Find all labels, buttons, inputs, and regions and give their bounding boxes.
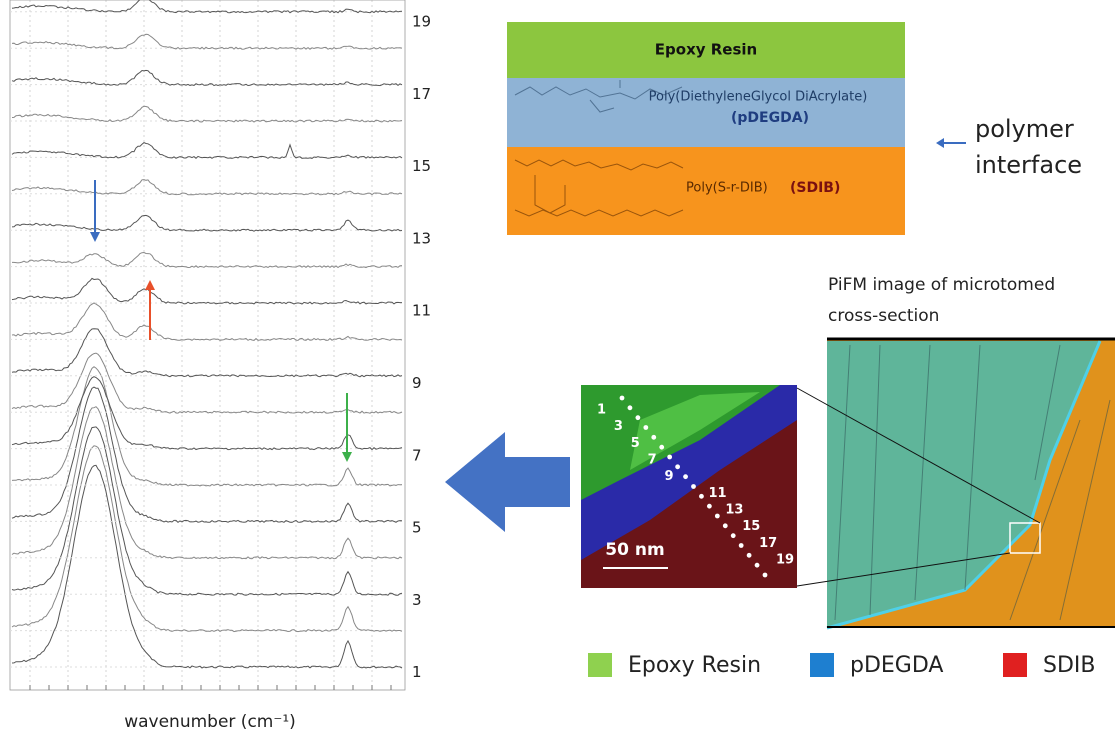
inset-point [628, 405, 633, 410]
trace-label: 19 [412, 13, 431, 31]
annotation-text: interface [975, 151, 1082, 179]
annotation-text: polymer [975, 115, 1074, 143]
inset-point-label: 15 [742, 519, 760, 534]
inset-point [731, 533, 736, 538]
inset-point [659, 445, 664, 450]
trace-label: 7 [412, 446, 422, 464]
inset-point-label: 9 [665, 469, 674, 484]
figure: 191715131197531 wavenumber (cm⁻¹) Epoxy … [0, 0, 1115, 736]
inset-point [635, 415, 640, 420]
inset-point [699, 494, 704, 499]
trace-label: 15 [412, 157, 431, 175]
pdegda-layer [507, 78, 905, 147]
inset-point-label: 5 [631, 436, 640, 451]
layer-label: (SDIB) [790, 180, 840, 196]
inset-point-label: 11 [708, 486, 726, 501]
pifm-caption: cross-section [828, 306, 939, 326]
trace-label: 3 [412, 591, 422, 609]
trace-label: 9 [412, 374, 422, 392]
inset-point [667, 455, 672, 460]
layer-label: Poly(S-r-DIB) [686, 181, 768, 196]
legend-swatch [588, 653, 612, 677]
inset-point [707, 504, 712, 509]
inset-point [723, 523, 728, 528]
inset-point-label: 17 [759, 536, 777, 551]
legend-label: Epoxy Resin [628, 653, 761, 678]
trace-label: 17 [412, 85, 431, 103]
layer-label: Epoxy Resin [655, 41, 757, 59]
inset-point [715, 514, 720, 519]
inset-point-label: 13 [725, 503, 743, 518]
inset-point [739, 543, 744, 548]
trace-label: 13 [412, 229, 431, 247]
inset-point [691, 484, 696, 489]
trace-label: 11 [412, 302, 431, 320]
inset-point [755, 563, 760, 568]
inset-point [683, 474, 688, 479]
inset-point [620, 396, 625, 401]
pifm-caption: PiFM image of microtomed [828, 275, 1055, 295]
legend-swatch [810, 653, 834, 677]
legend-label: pDEGDA [850, 653, 943, 678]
inset-point-label: 19 [776, 553, 794, 568]
legend-swatch [1003, 653, 1027, 677]
inset-point [675, 464, 680, 469]
inset-point [651, 435, 656, 440]
inset-point [643, 425, 648, 430]
trace-label: 1 [412, 663, 422, 681]
layer-label: Poly(DiethyleneGlycol DiAcrylate) [649, 90, 868, 105]
legend-label: SDIB [1043, 653, 1096, 678]
inset-point-label: 1 [597, 403, 606, 418]
inset-point-label: 7 [648, 453, 657, 468]
inset-point [763, 573, 768, 578]
inset-point [747, 553, 752, 558]
trace-label: 5 [412, 519, 422, 537]
scale-bar-label: 50 nm [605, 540, 664, 560]
inset-point-label: 3 [614, 419, 623, 434]
x-axis-label: wavenumber (cm⁻¹) [124, 712, 296, 732]
layer-label: (pDEGDA) [731, 110, 809, 126]
